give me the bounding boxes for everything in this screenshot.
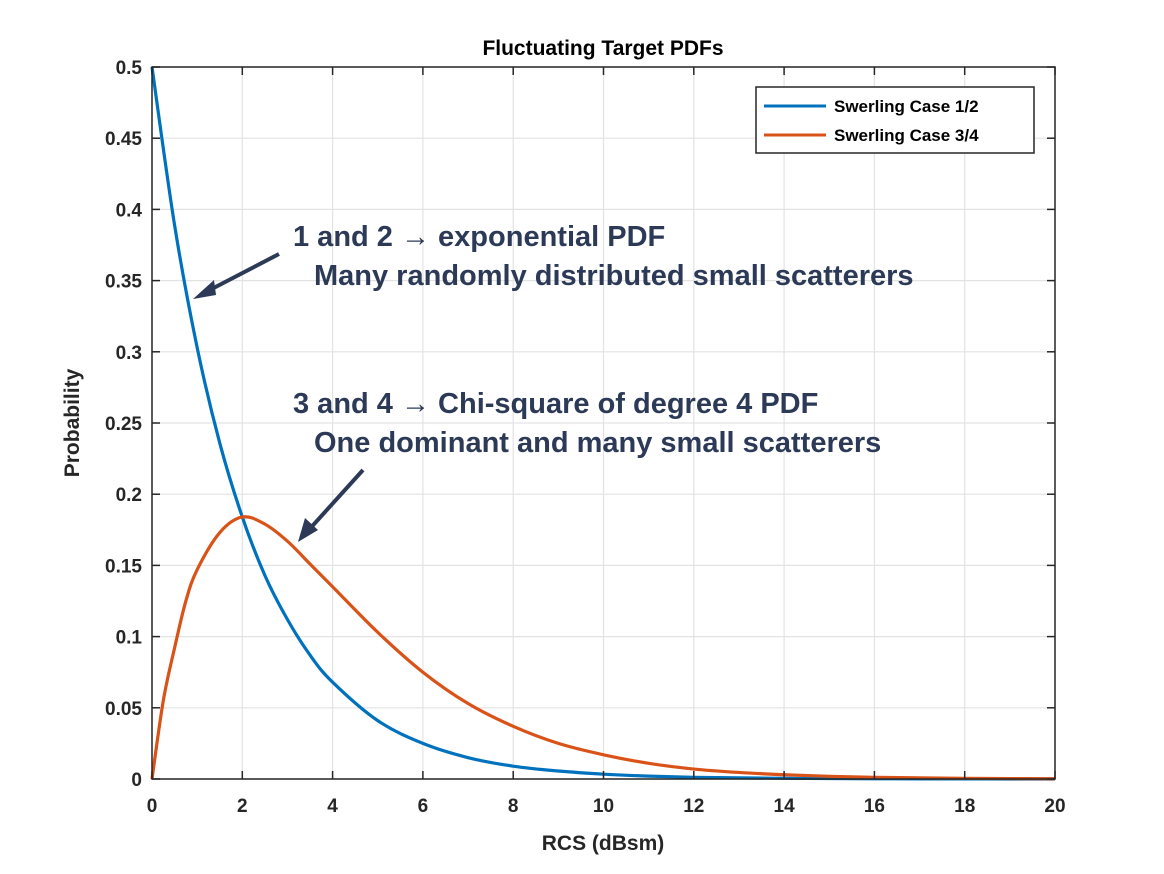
- annotation-1-arrowhead: [193, 280, 216, 299]
- y-tick-label: 0.4: [116, 200, 143, 221]
- legend-label-swerling-1-2: Swerling Case 1/2: [834, 97, 979, 116]
- y-tick-label: 0.05: [105, 699, 142, 720]
- x-tick-label: 16: [864, 796, 885, 817]
- legend: Swerling Case 1/2 Swerling Case 3/4: [755, 86, 1035, 154]
- legend-box: [755, 86, 1035, 154]
- y-tick-label: 0: [131, 770, 142, 791]
- grid: [151, 66, 1056, 780]
- y-tick-label: 0.25: [105, 414, 142, 435]
- x-tick-label: 4: [327, 796, 338, 817]
- x-tick-label: 12: [683, 796, 704, 817]
- annotation-2-arrow: [304, 468, 365, 535]
- annotation-2-arrowhead: [298, 518, 318, 542]
- annotation-1-detail: Many randomly distributed small scattere…: [314, 260, 914, 292]
- y-tick-label: 0.3: [116, 343, 142, 364]
- y-tick-label: 0.5: [116, 58, 143, 79]
- annotations: 1 and 2 → exponential PDF Many randomly …: [193, 221, 914, 542]
- series-line-swerling-3-4: [150, 515, 1056, 781]
- axis-ticks: 0 2 4 6 8 10 12 14 16 18 20 0 0.05 0.1 0.15 0.2 0.25 0.3 0…: [105, 58, 1066, 817]
- y-tick-label: 0.35: [105, 272, 142, 293]
- legend-label-swerling-3-4: Swerling Case 3/4: [834, 126, 979, 145]
- x-axis-title: RCS (dBsm): [542, 832, 665, 855]
- y-tick-label: 0.1: [116, 628, 143, 649]
- y-tick-label: 0.15: [105, 556, 142, 577]
- y-tick-label: 0.2: [116, 485, 142, 506]
- x-tick-label: 14: [774, 796, 796, 817]
- x-tick-label: 0: [147, 796, 158, 817]
- x-tick-label: 18: [954, 796, 975, 817]
- x-tick-label: 8: [508, 796, 519, 817]
- annotation-1-heading: 1 and 2 → exponential PDF: [293, 221, 665, 253]
- y-axis-title: Probability: [61, 368, 84, 477]
- x-tick-label: 2: [237, 796, 248, 817]
- chart-title: Fluctuating Target PDFs: [482, 37, 723, 60]
- x-tick-label: 6: [418, 796, 429, 817]
- x-tick-label: 20: [1044, 796, 1065, 817]
- x-tick-label: 10: [593, 796, 614, 817]
- annotation-2-heading: 3 and 4 → Chi-square of degree 4 PDF: [293, 388, 818, 420]
- annotation-2-detail: One dominant and many small scatterers: [314, 427, 881, 459]
- annotation-1-arrow: [203, 252, 280, 295]
- y-tick-label: 0.45: [105, 129, 142, 150]
